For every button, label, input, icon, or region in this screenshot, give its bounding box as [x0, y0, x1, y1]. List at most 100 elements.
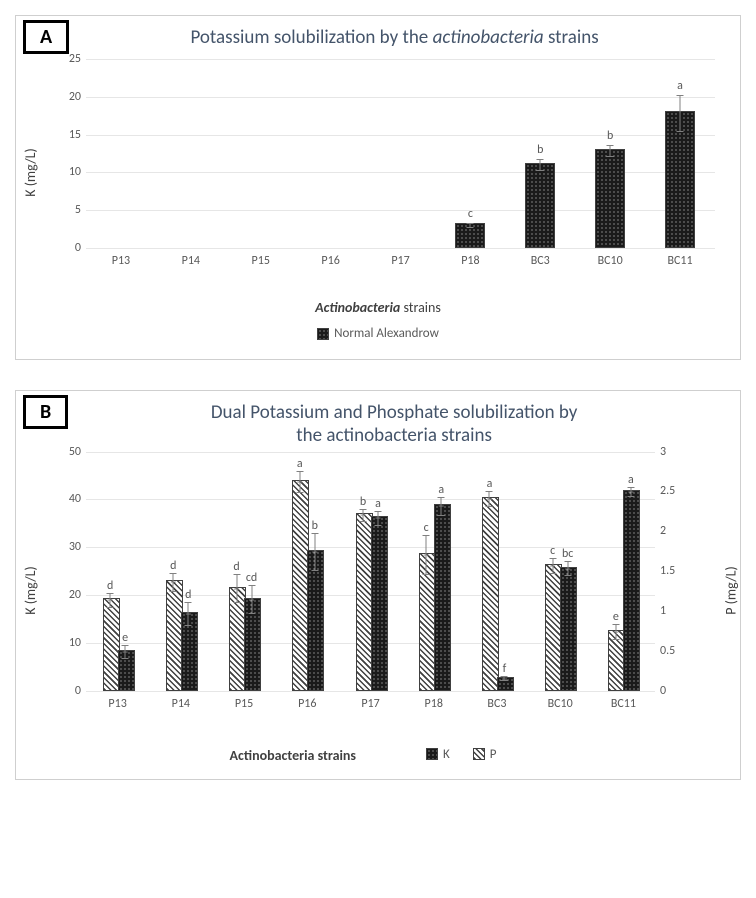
- xtick: BC10: [598, 254, 623, 268]
- ytick-left: 20: [56, 588, 81, 602]
- ytick: 5: [56, 203, 81, 217]
- sig-label: c: [468, 207, 473, 221]
- panel-a-header: A Potassium solubilization by the actino…: [31, 26, 725, 54]
- sig-label: d: [185, 588, 191, 602]
- sig-label: cd: [246, 571, 257, 585]
- bar-K: [434, 504, 451, 690]
- gridline: [86, 135, 715, 136]
- xtick: P17: [391, 254, 409, 268]
- panel-b-letter: B: [23, 395, 68, 429]
- panel-b-title: Dual Potassium and Phosphate solubilizat…: [83, 401, 725, 447]
- panel-a-title: Potassium solubilization by the actinoba…: [84, 26, 725, 49]
- chart-a-plot: 0510152025P13P14P15P16P17P18cBC3bBC10bBC…: [86, 59, 715, 249]
- sig-label: b: [537, 143, 543, 157]
- chart-b-legend-k-swatch: [426, 748, 438, 760]
- ytick-left: 30: [56, 540, 81, 554]
- panel-a-title-pre: Potassium solubilization by the: [190, 26, 432, 49]
- xtick: P17: [361, 697, 379, 711]
- ytick: 15: [56, 128, 81, 142]
- xtick: BC3: [487, 697, 506, 711]
- panel-a: A Potassium solubilization by the actino…: [15, 15, 741, 360]
- sig-label: e: [613, 610, 619, 624]
- xtick: P13: [108, 697, 126, 711]
- sig-label: a: [297, 457, 303, 471]
- sig-label: b: [607, 129, 613, 143]
- chart-b-area: K (mg/L) P (mg/L) 0102030405000.511.522.…: [61, 452, 685, 712]
- error-bar: [680, 95, 681, 131]
- sig-label: c: [550, 544, 555, 558]
- gridline: [86, 452, 655, 453]
- bar-K: [560, 567, 577, 691]
- chart-b-plot: 0102030405000.511.522.53P13–d–eP14–d–dP1…: [86, 452, 655, 692]
- bar: [595, 151, 625, 248]
- xtick: P16: [321, 254, 339, 268]
- xtick: P18: [425, 697, 443, 711]
- ytick-right: 1.5: [660, 564, 685, 578]
- ytick-right: 3: [660, 445, 685, 459]
- chart-b-xtitle: Actinobacteria strains: [230, 747, 356, 764]
- ytick-left: 10: [56, 636, 81, 650]
- gridline: [86, 499, 655, 500]
- xtick: BC11: [611, 697, 636, 711]
- sig-label: e: [122, 631, 128, 645]
- chart-b-legend-p-swatch: [473, 748, 485, 760]
- gridline: [86, 691, 655, 692]
- chart-a-ylabel: K (mg/L): [22, 148, 39, 197]
- bar: [455, 225, 485, 248]
- ytick-right: 0: [660, 684, 685, 698]
- chart-a-xtitle-em: Actinobacteria: [315, 299, 400, 316]
- ytick-left: 40: [56, 492, 81, 506]
- sig-label: f: [503, 662, 507, 676]
- bar-fill: [595, 149, 625, 248]
- chart-b-ylabel-left: K (mg/L): [22, 566, 39, 615]
- sig-label: d: [170, 559, 176, 573]
- sig-label: a: [438, 483, 444, 497]
- xtick: P13: [112, 254, 130, 268]
- ytick-left: 50: [56, 445, 81, 459]
- sig-label: a: [677, 79, 683, 93]
- sig-label: a: [487, 477, 493, 491]
- xtick: P15: [252, 254, 270, 268]
- chart-b-legend-k-label: K: [443, 747, 450, 762]
- panel-b-header: B Dual Potassium and Phosphate solubiliz…: [31, 401, 725, 447]
- chart-a-xtitle-post: strains: [400, 299, 441, 316]
- chart-b-legend-p: P: [473, 747, 497, 762]
- ytick-right: 0.5: [660, 644, 685, 658]
- sig-label: c: [424, 521, 429, 535]
- chart-b-legend-p-label: P: [490, 747, 497, 762]
- sig-label: a: [375, 497, 381, 511]
- bar-P: [482, 497, 499, 690]
- ytick-right: 2: [660, 524, 685, 538]
- ytick-right: 2.5: [660, 484, 685, 498]
- panel-b-title-l2: the actinobacteria strains: [296, 424, 492, 447]
- chart-a-legend-label: Normal Alexandrow: [334, 326, 439, 341]
- ytick-right: 1: [660, 604, 685, 618]
- chart-a-legend-swatch: [317, 328, 329, 340]
- panel-a-title-post: strains: [544, 26, 599, 49]
- xtick: BC11: [668, 254, 693, 268]
- chart-b-ylabel-right: P (mg/L): [722, 566, 739, 614]
- sig-label: d: [107, 579, 113, 593]
- panel-a-title-em: actinobacteria: [433, 26, 544, 49]
- chart-a-xtitle: Actinobacteria strains: [31, 299, 725, 316]
- ytick: 0: [56, 241, 81, 255]
- chart-a-legend-item: Normal Alexandrow: [317, 326, 439, 341]
- sig-label: d: [233, 560, 239, 574]
- xtick: P16: [298, 697, 316, 711]
- gridline: [86, 59, 715, 60]
- sig-label: b: [360, 495, 366, 509]
- xtick: P18: [461, 254, 479, 268]
- bar-K: [371, 516, 388, 690]
- sig-label: b: [312, 519, 318, 533]
- xtick: BC10: [548, 697, 573, 711]
- panel-a-letter: A: [23, 20, 69, 54]
- sig-label: a: [628, 473, 634, 487]
- chart-a-legend: Normal Alexandrow: [31, 326, 725, 344]
- bar-K: [181, 612, 198, 690]
- panel-b-title-l1: Dual Potassium and Phosphate solubilizat…: [211, 401, 578, 424]
- chart-b-legend: K P: [416, 747, 506, 765]
- xtick: BC3: [531, 254, 550, 268]
- chart-a-area: K (mg/L) 0510152025P13P14P15P16P17P18cBC…: [61, 59, 715, 269]
- ytick: 10: [56, 165, 81, 179]
- panel-b: B Dual Potassium and Phosphate solubiliz…: [15, 390, 741, 781]
